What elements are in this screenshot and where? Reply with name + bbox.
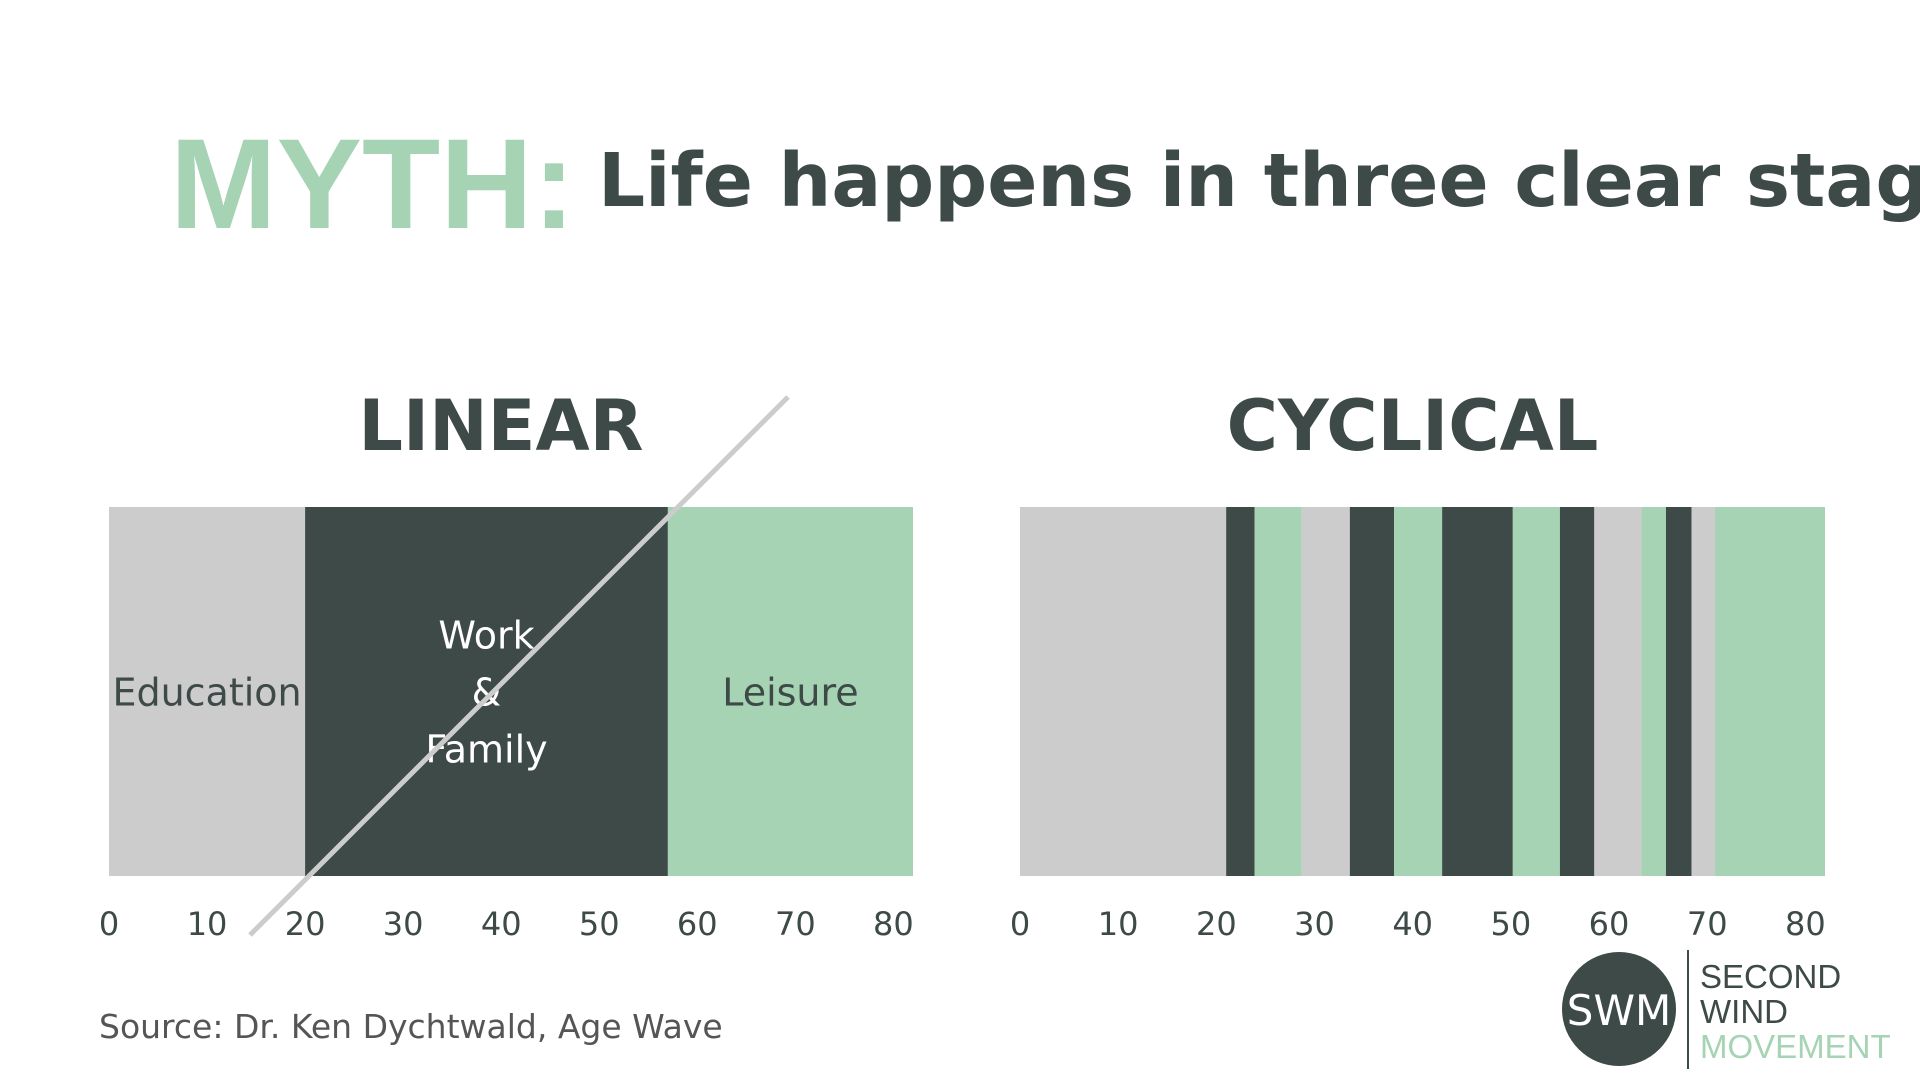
logo-text: SECOND xyxy=(1700,958,1841,995)
x-tick-label: 40 xyxy=(1392,905,1433,943)
logo-text: WIND xyxy=(1700,993,1788,1030)
x-tick-label: 70 xyxy=(775,905,816,943)
logo: SWM SECOND WIND MOVEMENT xyxy=(1562,950,1891,1069)
segment xyxy=(1226,507,1255,876)
x-tick-label: 20 xyxy=(285,905,326,943)
segment xyxy=(1254,507,1302,876)
segment xyxy=(1594,507,1642,876)
segment xyxy=(667,507,913,876)
segment xyxy=(1394,507,1443,876)
segment xyxy=(1301,507,1350,876)
x-tick-label: 40 xyxy=(481,905,522,943)
x-tick-label: 50 xyxy=(1490,905,1531,943)
x-tick-label: 10 xyxy=(1098,905,1139,943)
segment xyxy=(1442,507,1513,876)
strike-line xyxy=(248,395,790,937)
x-tick-label: 70 xyxy=(1687,905,1728,943)
logo-circle xyxy=(1562,952,1676,1066)
segment xyxy=(1665,507,1692,876)
x-tick-label: 60 xyxy=(677,905,718,943)
chart-title: LINEAR xyxy=(358,385,643,467)
x-tick-label: 60 xyxy=(1589,905,1630,943)
x-tick-label: 10 xyxy=(187,905,228,943)
x-tick-label: 30 xyxy=(1294,905,1335,943)
segment xyxy=(1020,507,1227,876)
x-tick-label: 0 xyxy=(1010,905,1030,943)
segment xyxy=(1349,507,1395,876)
segment-label: Education xyxy=(112,671,301,715)
x-tick-label: 20 xyxy=(1196,905,1237,943)
segment xyxy=(1512,507,1560,876)
x-tick-label: 0 xyxy=(99,905,119,943)
segment-label: Family xyxy=(425,728,547,772)
segment-label: Work xyxy=(438,614,534,658)
x-tick-label: 80 xyxy=(873,905,914,943)
logo-text: MOVEMENT xyxy=(1700,1028,1891,1065)
myth-label: MYTH: xyxy=(170,113,575,256)
x-tick-label: 30 xyxy=(383,905,424,943)
segment xyxy=(1691,507,1716,876)
headline: Life happens in three clear stages xyxy=(598,138,1920,224)
x-tick-label: 80 xyxy=(1785,905,1826,943)
x-tick-label: 50 xyxy=(579,905,620,943)
segment xyxy=(305,507,668,876)
segment-label: Leisure xyxy=(722,671,859,715)
logo-mark: SWM xyxy=(1567,986,1671,1035)
segment xyxy=(1559,507,1595,876)
chart-title: CYCLICAL xyxy=(1227,385,1599,467)
segment xyxy=(1715,507,1825,876)
segment xyxy=(1641,507,1666,876)
segment xyxy=(109,507,306,876)
source: Source: Dr. Ken Dychtwald, Age Wave xyxy=(99,1007,723,1046)
